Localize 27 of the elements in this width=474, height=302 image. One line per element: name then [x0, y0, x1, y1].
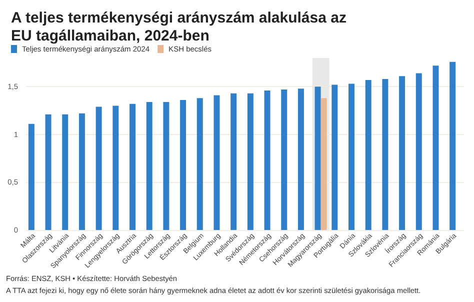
bar: [264, 90, 270, 230]
bar: [365, 80, 372, 230]
bar: [62, 114, 68, 230]
bar: [332, 84, 338, 230]
bar: [399, 76, 406, 230]
bar: [163, 102, 170, 230]
bar: [416, 73, 422, 230]
bar: [196, 98, 203, 230]
bar: [130, 104, 136, 230]
bar: [320, 98, 327, 230]
bar: [348, 84, 354, 230]
chart-title: A teljes termékenységi arányszám alakulása az EU tagállamaiban, 2024-ben: [11, 10, 351, 44]
bar: [298, 88, 304, 230]
bar: [78, 113, 85, 230]
bar: [214, 95, 220, 230]
bar: [432, 66, 439, 230]
bar: [281, 90, 288, 230]
bar: [28, 124, 34, 230]
bar: [450, 62, 456, 230]
bar: [112, 106, 119, 230]
bar: [382, 79, 388, 230]
bar: [230, 93, 237, 230]
bar: [45, 114, 52, 230]
bar: [180, 100, 186, 230]
bar: [146, 102, 152, 230]
bar: [247, 93, 254, 230]
bar: [96, 106, 102, 230]
